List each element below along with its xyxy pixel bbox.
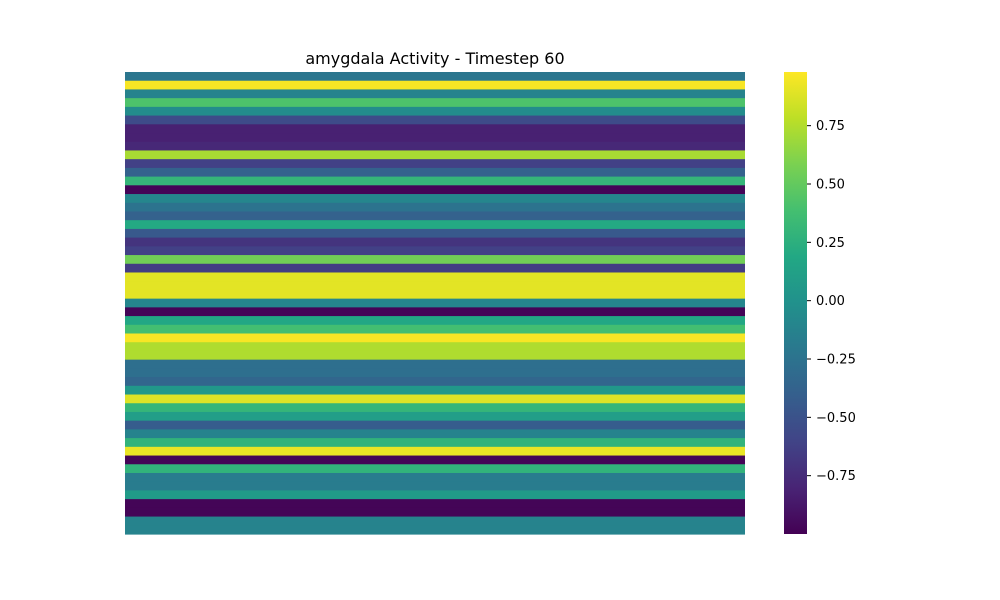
heatmap-row xyxy=(125,255,745,265)
heatmap-grid xyxy=(125,72,745,535)
colorbar-tick-label: 0.00 xyxy=(816,294,845,309)
heatmap-row xyxy=(125,185,745,195)
heatmap-row xyxy=(125,167,745,178)
chart-title: amygdala Activity - Timestep 60 xyxy=(305,49,564,68)
heatmap-row xyxy=(125,124,745,134)
heatmap-row xyxy=(125,263,745,274)
colorbar-ticks: 0.75 0.50 0.25 0.00 −0.25 −0.50 −0.75 xyxy=(807,119,856,484)
colorbar xyxy=(784,72,807,534)
heatmap-row xyxy=(125,72,745,82)
heatmap-row xyxy=(125,455,745,465)
heatmap-row xyxy=(125,150,745,160)
heatmap-row xyxy=(125,106,745,117)
heatmap-row xyxy=(125,289,745,300)
heatmap-row xyxy=(125,490,745,500)
heatmap-row xyxy=(125,394,745,404)
heatmap-row xyxy=(125,342,745,352)
heatmap-row xyxy=(125,159,745,169)
heatmap-row xyxy=(125,385,745,396)
heatmap-row xyxy=(125,525,745,535)
heatmap-row xyxy=(125,368,745,378)
heatmap-row xyxy=(125,446,745,457)
heatmap-row xyxy=(125,298,745,308)
colorbar-tick-label: 0.50 xyxy=(816,178,845,193)
heatmap-row xyxy=(125,411,745,422)
heatmap-row xyxy=(125,324,745,335)
heatmap-row xyxy=(125,333,745,343)
heatmap-row xyxy=(125,272,745,282)
heatmap-row xyxy=(125,202,745,213)
heatmap-row xyxy=(125,359,745,369)
heatmap-row xyxy=(125,211,745,221)
heatmap-row xyxy=(125,350,745,361)
heatmap-row xyxy=(125,316,745,326)
heatmap-row xyxy=(125,281,745,291)
heatmap-row xyxy=(125,246,745,256)
heatmap-row xyxy=(125,228,745,239)
heatmap-row xyxy=(125,472,745,483)
heatmap-row xyxy=(125,464,745,474)
heatmap-row xyxy=(125,176,745,186)
heatmap-row xyxy=(125,377,745,387)
heatmap-row xyxy=(125,89,745,99)
heatmap-row xyxy=(125,194,745,204)
heatmap-row xyxy=(125,141,745,152)
heatmap-row xyxy=(125,403,745,413)
heatmap-row xyxy=(125,80,745,91)
colorbar-tick-label: 0.75 xyxy=(816,119,845,134)
heatmap-row xyxy=(125,307,745,317)
colorbar-tick-label: 0.25 xyxy=(816,236,845,251)
heatmap-row xyxy=(125,507,745,518)
heatmap-row xyxy=(125,133,745,143)
colorbar-tick-label: −0.50 xyxy=(816,411,856,426)
colorbar-tick-label: −0.75 xyxy=(816,469,856,484)
heatmap-row xyxy=(125,220,745,230)
heatmap-row xyxy=(125,481,745,492)
heatmap-row xyxy=(125,429,745,439)
heatmap-row xyxy=(125,237,745,247)
heatmap-row xyxy=(125,516,745,526)
heatmap-row xyxy=(125,499,745,509)
heatmap-row xyxy=(125,420,745,430)
heatmap-row xyxy=(125,98,745,108)
heatmap-row xyxy=(125,438,745,448)
colorbar-tick-label: −0.25 xyxy=(816,353,856,368)
heatmap-row xyxy=(125,115,745,125)
